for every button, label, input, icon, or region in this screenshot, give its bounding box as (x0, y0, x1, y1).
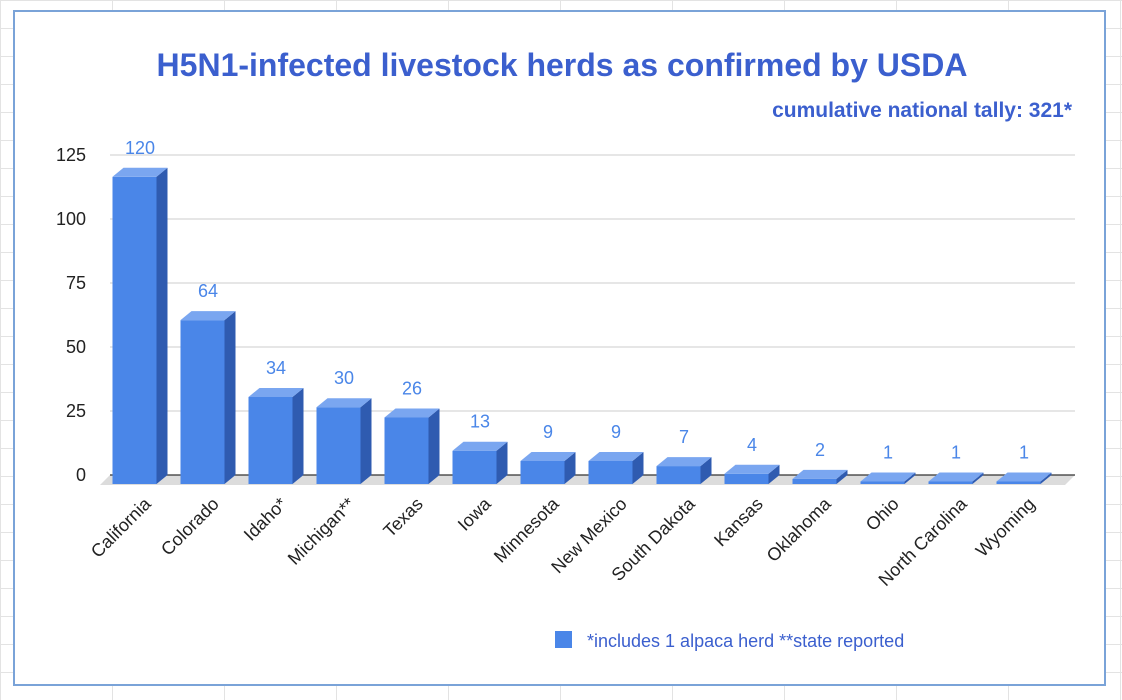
bar-front (996, 481, 1041, 484)
bar-front (928, 481, 973, 484)
x-tick-label: Oklahoma (763, 493, 836, 566)
bar-top (452, 441, 508, 451)
bar-front (520, 460, 565, 484)
bar-side (632, 451, 644, 484)
bar-top (928, 472, 984, 482)
data-label: 1 (1019, 442, 1029, 462)
data-label: 1 (883, 442, 893, 462)
bar-top (180, 311, 236, 321)
bar (860, 472, 916, 484)
bar-front (588, 460, 633, 484)
data-label: 30 (334, 368, 354, 388)
bar-top (248, 387, 304, 397)
y-tick-label: 50 (66, 337, 86, 357)
bar-front (860, 481, 905, 484)
bar-front (452, 450, 497, 484)
bar-top (860, 472, 916, 482)
chart-title: H5N1-infected livestock herds as confirm… (157, 47, 968, 83)
bar (180, 311, 236, 484)
bar-front (112, 176, 157, 485)
bar-side (700, 457, 712, 484)
x-tick-label: Michigan** (284, 494, 359, 569)
bar-front (384, 417, 429, 484)
bar-top (112, 167, 168, 177)
data-label: 4 (747, 435, 757, 455)
bar-front (248, 396, 293, 484)
y-tick-label: 0 (76, 465, 86, 485)
bar-top (384, 408, 440, 418)
y-tick-label: 25 (66, 401, 86, 421)
data-label: 64 (198, 281, 218, 301)
bar-top (792, 469, 848, 479)
bar-side (768, 464, 780, 484)
legend-swatch (555, 631, 572, 648)
bar (452, 441, 508, 484)
legend: *includes 1 alpaca herd **state reported (555, 631, 904, 651)
data-label: 120 (125, 138, 155, 158)
x-tick-label: Wyoming (972, 494, 1039, 561)
data-labels: 120 64 34 30 26 13 9 9 7 4 2 1 1 1 (125, 138, 1029, 463)
bar-side (564, 451, 576, 484)
bar (996, 472, 1052, 484)
bar (588, 451, 644, 484)
bar-top (588, 451, 644, 461)
y-tick-label: 125 (56, 145, 86, 165)
bar (248, 387, 304, 484)
bar-top (316, 398, 372, 408)
data-label: 13 (470, 412, 490, 432)
x-tick-label: Texas (379, 494, 426, 541)
data-label: 9 (611, 422, 621, 442)
bar (384, 408, 440, 484)
legend-label: *includes 1 alpaca herd **state reported (587, 631, 904, 651)
data-label: 2 (815, 440, 825, 460)
bar-side (292, 387, 304, 484)
bar (520, 451, 576, 484)
bar-front (656, 466, 701, 484)
bar-side (904, 472, 916, 484)
x-tick-label: Idaho* (240, 494, 291, 545)
x-tick-label: Colorado (157, 494, 223, 560)
bars (112, 167, 1052, 485)
bar (792, 469, 848, 484)
data-label: 1 (951, 442, 961, 462)
x-tick-label: California (87, 493, 156, 562)
data-label: 7 (679, 427, 689, 447)
bar-top (656, 457, 712, 467)
x-tick-label: Minnesota (490, 493, 564, 567)
x-tick-label: Kansas (710, 494, 767, 551)
bar-top (520, 451, 576, 461)
data-label: 34 (266, 358, 286, 378)
bar (928, 472, 984, 484)
x-axis: California Colorado Idaho*Michigan** Texas I… (87, 493, 1039, 590)
bar (316, 398, 372, 484)
bar (112, 167, 168, 485)
x-tick-label: Iowa (454, 493, 496, 535)
bar-side (360, 398, 372, 484)
bar-side (224, 311, 236, 484)
y-tick-label: 100 (56, 209, 86, 229)
bar-side (836, 469, 848, 484)
bar-front (316, 407, 361, 484)
bar-side (156, 167, 168, 485)
data-label: 9 (543, 422, 553, 442)
bar-top (724, 464, 780, 474)
y-axis: 0 25 50 75 100 125 (56, 145, 86, 485)
x-tick-label: Ohio (862, 494, 903, 535)
bar-front (724, 473, 769, 484)
bar-front (180, 320, 225, 484)
y-tick-label: 75 (66, 273, 86, 293)
bar (656, 457, 712, 484)
bar-side (1040, 472, 1052, 484)
data-label: 26 (402, 378, 422, 398)
bar-side (972, 472, 984, 484)
bar (724, 464, 780, 484)
gridlines (110, 154, 1075, 412)
chart-subtitle: cumulative national tally: 321* (772, 99, 1073, 122)
bar-top (996, 472, 1052, 482)
bar-front (792, 478, 837, 484)
bar-side (496, 441, 508, 484)
bar-side (428, 408, 440, 484)
